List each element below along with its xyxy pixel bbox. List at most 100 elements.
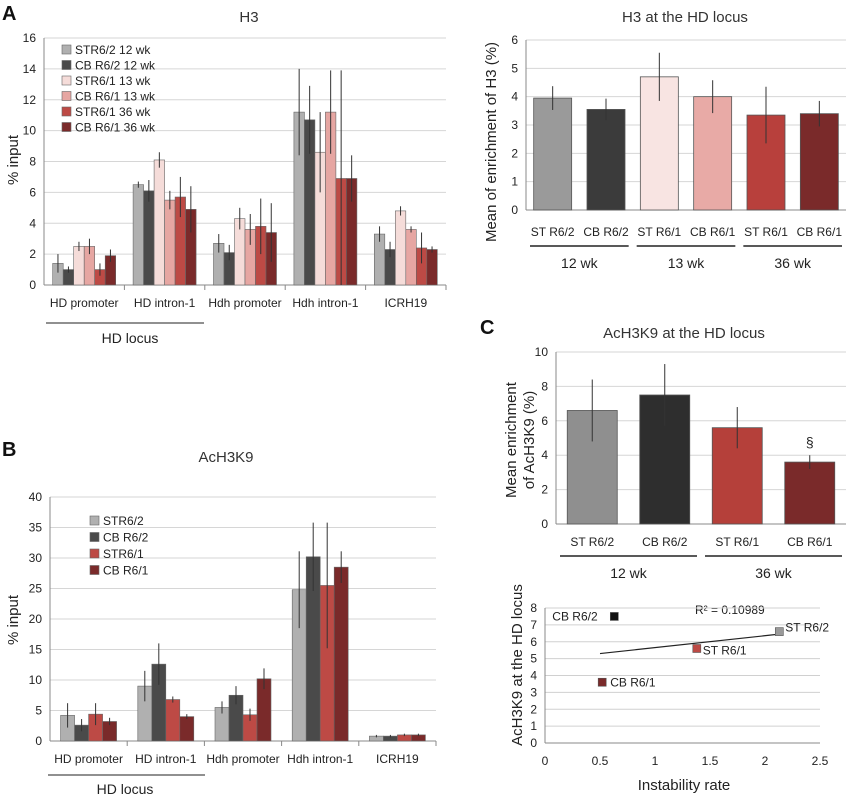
b-ytick-label: 15 [29, 643, 43, 657]
c-top-category-label: CB R6/2 [642, 535, 688, 549]
c-top-annotation: § [806, 434, 814, 450]
b-ytick-label: 35 [29, 521, 43, 535]
a-left-legend-label: CB R6/1 36 wk [75, 121, 156, 135]
a-right-ytick-label: 0 [511, 203, 518, 217]
c-bottom-ytick-label: 3 [530, 685, 537, 699]
a-left-legend-label: STR6/1 36 wk [75, 105, 151, 119]
b-category-label: HD promoter [54, 752, 123, 766]
c-bottom-point [609, 612, 619, 621]
b-ytick-label: 0 [35, 734, 42, 748]
a-left-legend-swatch [61, 60, 72, 70]
b-legend-swatch [89, 565, 100, 575]
a-left-ytick-label: 14 [23, 62, 37, 76]
b-category-label: ICRH19 [376, 752, 419, 766]
c-bottom-xtick-label: 1 [652, 754, 659, 768]
a-right-bar [533, 97, 573, 211]
panel-label-a: A [2, 3, 16, 25]
c-bottom-xtick-label: 1.5 [702, 754, 719, 768]
a-left-bar [153, 159, 165, 286]
c-top-category-label: CB R6/1 [787, 535, 833, 549]
a-left-legend-label: STR6/1 13 wk [75, 74, 151, 88]
chart-c-top-ylabel-line2: of AcH3K9 (%) [521, 391, 538, 489]
a-right-bar [693, 96, 733, 211]
b-ytick-label: 40 [29, 490, 43, 504]
b-ytick-label: 5 [35, 704, 42, 718]
panel-label-b: B [2, 439, 16, 461]
a-left-bar [164, 199, 176, 286]
a-right-group-label: 12 wk [561, 255, 599, 271]
a-left-category-label: HD promoter [50, 296, 119, 310]
chart-c-bottom-r2-label: R² = 0.10989 [695, 603, 765, 617]
chart-b-title: AcH3K9 [198, 449, 253, 466]
c-bottom-ytick-label: 8 [530, 601, 537, 615]
c-top-category-label: ST R6/1 [715, 535, 759, 549]
a-left-legend-swatch [61, 122, 72, 132]
c-bottom-ytick-label: 4 [530, 669, 537, 683]
chart-a-right-title: H3 at the HD locus [622, 9, 748, 26]
b-ytick-label: 25 [29, 582, 43, 596]
a-left-ytick-label: 4 [29, 216, 36, 230]
a-left-bar [426, 249, 438, 286]
chart-a-left-title: H3 [239, 9, 258, 26]
a-right-group-label: 36 wk [774, 255, 812, 271]
c-top-ytick-label: 6 [541, 414, 548, 428]
b-legend-label: STR6/1 [103, 547, 144, 561]
a-right-category-label: ST R6/1 [637, 225, 681, 239]
c-top-ytick-label: 10 [535, 345, 549, 359]
c-top-category-label: ST R6/2 [570, 535, 614, 549]
chart-b-ylabel: % input [5, 594, 22, 645]
b-legend-swatch [89, 515, 100, 526]
a-left-bar [73, 246, 85, 286]
b-legend-label: CB R6/2 [103, 531, 149, 545]
a-left-bar [394, 210, 407, 286]
c-bottom-ytick-label: 7 [530, 618, 537, 632]
c-bottom-ytick-label: 6 [530, 635, 537, 649]
a-right-category-label: ST R6/1 [744, 225, 788, 239]
a-left-category-label: HD intron-1 [134, 296, 196, 310]
a-left-legend-swatch [61, 106, 72, 117]
c-bottom-point [774, 627, 784, 636]
a-left-legend-swatch [61, 91, 72, 101]
c-top-ytick-label: 2 [541, 483, 548, 497]
a-left-ytick-label: 0 [29, 278, 36, 292]
a-left-legend-swatch [61, 75, 72, 86]
a-right-ytick-label: 4 [511, 90, 518, 104]
b-legend-label: STR6/2 [103, 514, 144, 528]
a-left-legend-label: CB R6/2 12 wk [75, 59, 156, 73]
c-top-bar [784, 461, 836, 525]
a-right-ytick-label: 1 [511, 175, 518, 189]
c-bottom-ytick-label: 1 [530, 719, 537, 733]
c-bottom-point-label: CB R6/2 [552, 609, 598, 623]
b-ytick-label: 10 [29, 673, 43, 687]
c-bottom-ytick-label: 2 [530, 702, 537, 716]
a-left-legend-label: CB R6/1 13 wk [75, 90, 156, 104]
a-left-ytick-label: 2 [29, 247, 36, 261]
a-left-ytick-label: 16 [23, 31, 37, 45]
a-right-ytick-label: 6 [511, 33, 518, 47]
c-bottom-xtick-label: 2 [762, 754, 769, 768]
c-bottom-ytick-label: 5 [530, 652, 537, 666]
c-bottom-ytick-label: 0 [530, 736, 537, 750]
b-bar [179, 716, 195, 742]
c-top-ytick-label: 8 [541, 379, 548, 393]
chart-a-left-group-label: HD locus [102, 330, 159, 346]
a-left-bar [132, 184, 144, 286]
c-top-ytick-label: 4 [541, 448, 548, 462]
b-category-label: Hdh promoter [206, 752, 279, 766]
c-bottom-point [597, 677, 607, 687]
a-right-category-label: CB R6/1 [797, 225, 843, 239]
a-left-category-label: Hdh promoter [208, 296, 281, 310]
panel-label-c: C [480, 317, 494, 339]
c-bottom-trendline [599, 633, 780, 655]
a-left-bar [405, 229, 417, 286]
c-bottom-point-label: ST R6/2 [785, 621, 829, 635]
a-left-ytick-label: 8 [29, 155, 36, 169]
a-right-group-label: 13 wk [668, 255, 706, 271]
chart-a-left-ylabel: % input [5, 134, 22, 185]
a-left-ytick-label: 10 [23, 124, 37, 138]
a-right-ytick-label: 5 [511, 61, 518, 75]
b-legend-swatch [89, 548, 100, 559]
c-bottom-point-label: CB R6/1 [610, 675, 656, 689]
b-bar [333, 566, 349, 742]
